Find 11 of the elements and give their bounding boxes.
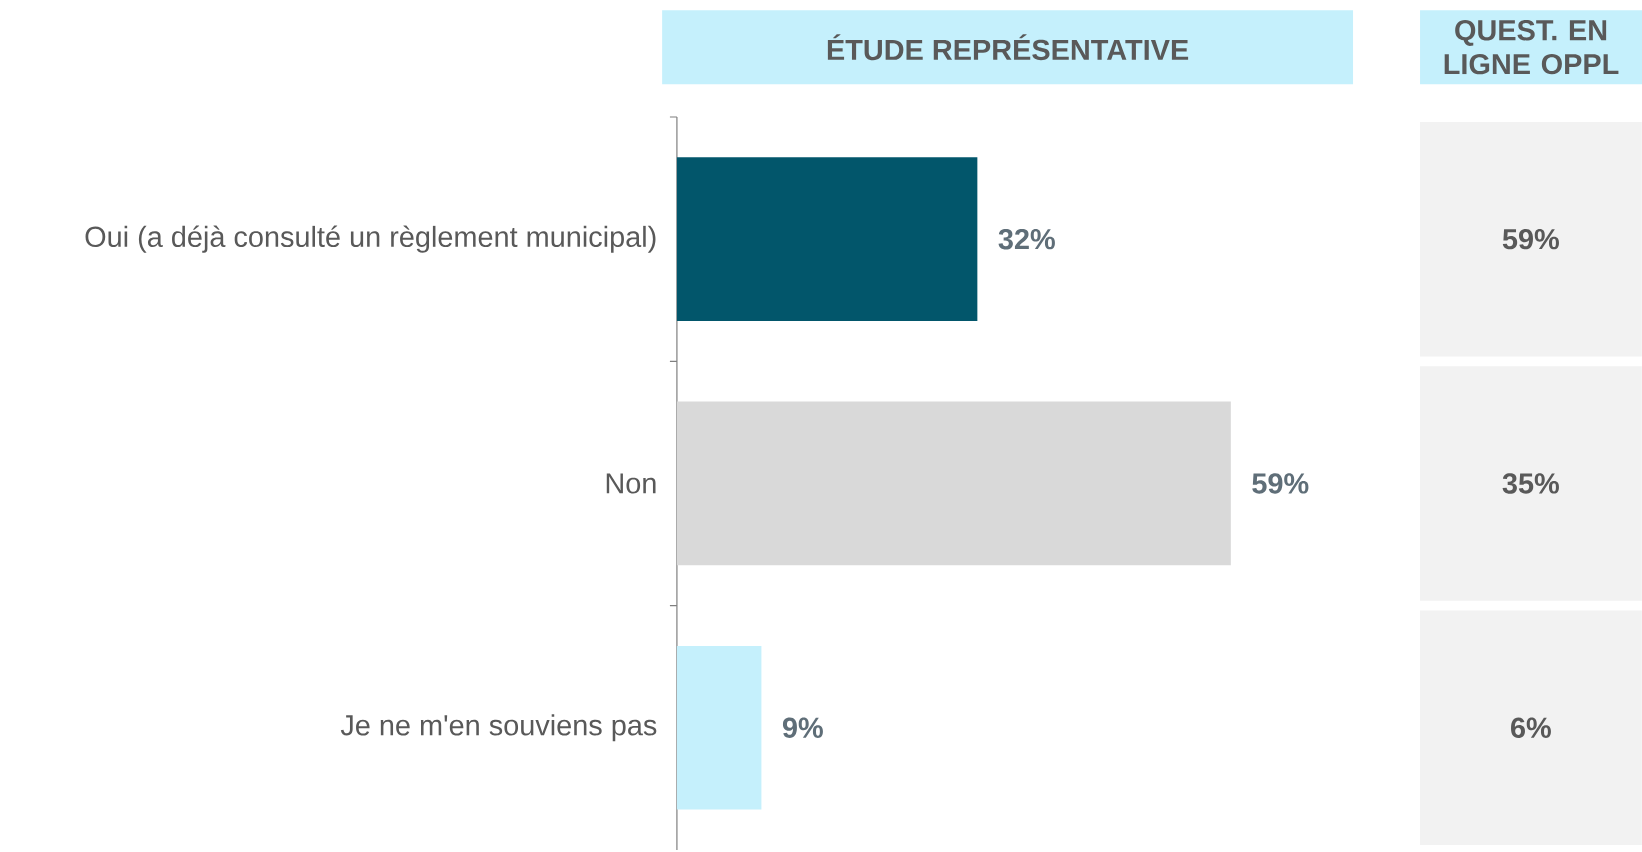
y-tick-label: Oui (a déjà consulté un règlement municipal) <box>85 225 656 253</box>
data-label: 59% <box>1502 228 1559 250</box>
data-label: 32% <box>998 228 1055 250</box>
text: QUEST. EN LIGNE OPPL <box>1444 20 1619 75</box>
chart-title: ÉTUDE REPRÉSENTATIVE <box>827 34 1189 61</box>
y-tick-label: Non <box>606 473 656 494</box>
data-label: 9% <box>782 717 823 739</box>
data-label: 35% <box>1502 473 1559 494</box>
data-label: 6% <box>1511 717 1551 739</box>
data-label: 59% <box>1252 473 1309 494</box>
y-tick-label: Je ne m'en souviens pas <box>340 714 657 742</box>
